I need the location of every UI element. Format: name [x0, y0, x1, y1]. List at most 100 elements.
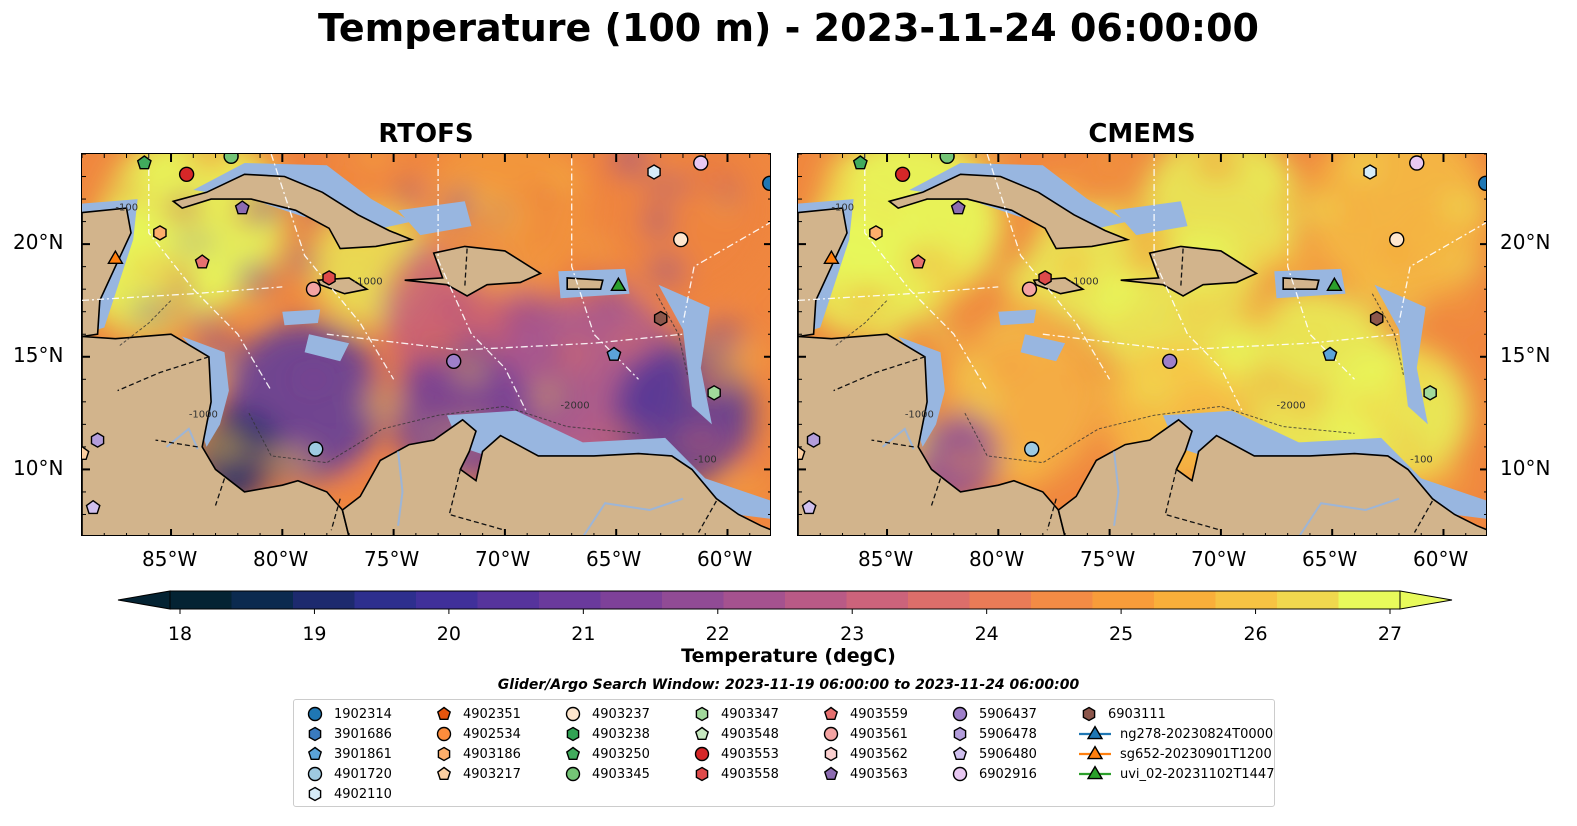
lon-label-85w-rtofs: 85°W	[142, 547, 198, 571]
colorbar-tick-label: 26	[1243, 623, 1267, 644]
legend-marker-icon	[307, 706, 323, 722]
legend-item-label: 6903111	[1108, 706, 1166, 722]
colorbar-tick-label: 23	[840, 623, 864, 644]
legend-item-label: 3901861	[334, 746, 392, 762]
colorbar-segment	[1154, 591, 1217, 609]
legend-item-label: 3901686	[334, 726, 392, 742]
colorbar-segment	[662, 591, 725, 609]
legend-marker-icon	[436, 766, 452, 781]
legend-marker-icon	[952, 766, 968, 782]
legend-item: 4903548	[691, 724, 779, 744]
colorbar-tick-label: 24	[975, 623, 999, 644]
obs-marker-4903553	[178, 166, 195, 182]
lat-label-15n-left: 15°N	[13, 343, 64, 367]
legend-item-label: uvi_02-20231102T1447	[1120, 766, 1275, 782]
legend-item: 4903553	[691, 744, 779, 764]
obs-marker-4901720	[308, 441, 324, 457]
colorbar-segment	[969, 591, 1032, 609]
obs-marker-sg652-20230901T1200	[107, 249, 124, 265]
colorbar: 18 19 20 21 22 23 24 25 26 27	[117, 590, 1453, 644]
obs-marker-5906480	[85, 499, 101, 515]
legend-marker-icon	[565, 766, 581, 782]
legend-marker-icon	[952, 706, 968, 722]
obs-marker-3901861	[1322, 346, 1338, 361]
obs-marker-4903345	[939, 154, 955, 164]
obs-marker-4903561	[1021, 281, 1038, 297]
lon-label-75w-cmems: 75°W	[1080, 547, 1136, 571]
obs-marker-4903237	[1389, 231, 1405, 248]
colorbar-tick-label: 20	[437, 623, 461, 644]
lat-label-15n-right: 15°N	[1500, 343, 1551, 367]
obs-marker-4903563	[234, 200, 250, 215]
legend-marker-icon	[436, 726, 452, 742]
lon-label-70w-cmems: 70°W	[1191, 547, 1247, 571]
obs-marker-4903186	[869, 225, 883, 241]
legend-marker-icon	[1079, 765, 1111, 780]
obs-marker-6903111	[653, 310, 668, 327]
legend-item: 6902916	[949, 764, 1037, 784]
colorbar-segment	[354, 591, 417, 609]
svg-text:-100: -100	[831, 202, 854, 213]
lon-label-60w-rtofs: 60°W	[697, 547, 753, 571]
svg-text:-1000: -1000	[1070, 277, 1099, 288]
lon-label-80w-cmems: 80°W	[969, 547, 1025, 571]
legend-item-label: 6902916	[979, 766, 1037, 782]
legend-item: 4902110	[304, 784, 392, 804]
legend-item: 4903345	[562, 764, 650, 784]
obs-marker-5906437	[446, 353, 462, 369]
obs-marker-4901720	[1024, 441, 1040, 457]
colorbar-segment	[231, 591, 294, 609]
lat-label-10n-left: 10°N	[13, 456, 64, 480]
legend-item-label: 5906437	[979, 706, 1037, 722]
legend-item: 4903559	[820, 704, 908, 724]
legend-item: 4903347	[691, 704, 779, 724]
obs-marker-4903558	[1038, 270, 1052, 286]
obs-marker-4902110	[1363, 164, 1377, 180]
legend-item: 4902534	[433, 724, 521, 744]
colorbar-segment	[846, 591, 909, 609]
obs-marker-sg652-20230901T1200	[823, 249, 840, 265]
legend-item: 4902351	[433, 704, 521, 724]
obs-marker-4903559	[910, 254, 926, 269]
legend-marker-icon	[952, 746, 968, 761]
obs-marker-3901861	[606, 346, 622, 361]
legend-marker-icon	[695, 766, 709, 782]
legend-marker-icon	[565, 746, 581, 761]
legend-marker-icon	[308, 786, 322, 802]
legend-marker-icon	[823, 726, 839, 742]
lon-label-65w-cmems: 65°W	[1302, 547, 1358, 571]
obs-marker-5906478	[806, 432, 821, 448]
legend-item-label: sg652-20230901T1200	[1120, 746, 1272, 762]
colorbar-segment	[539, 591, 602, 609]
colorbar-tick-label: 21	[571, 623, 595, 644]
legend-item: 4903562	[820, 744, 908, 764]
search-window-text: Glider/Argo Search Window: 2023-11-19 06…	[497, 677, 1080, 693]
legend-marker-icon	[694, 726, 710, 741]
main-title: Temperature (100 m) - 2023-11-24 06:00:0…	[317, 6, 1259, 50]
colorbar-tick-label: 27	[1378, 623, 1402, 644]
svg-text:-1000: -1000	[189, 410, 218, 421]
map-rtofs: -1000 -1000 -2000 -100 -100	[81, 153, 771, 536]
lon-label-85w-cmems: 85°W	[858, 547, 914, 571]
legend-marker-icon	[307, 766, 323, 782]
obs-marker-4903559	[194, 254, 210, 269]
legend-item-label: 4902110	[334, 786, 392, 802]
colorbar-tick-label: 22	[706, 623, 730, 644]
legend-item-label: ng278-20230824T0000	[1120, 726, 1274, 742]
legend-marker-icon	[566, 726, 580, 742]
obs-marker-4903563	[950, 200, 966, 215]
legend-marker-icon	[308, 726, 322, 742]
obs-marker-5906478	[90, 432, 105, 448]
colorbar-segment	[1092, 591, 1155, 609]
svg-text:-100: -100	[694, 455, 717, 466]
legend: 1902314 3901686 3901861 4901720 4902110 49023…	[293, 699, 1275, 807]
colorbar-segment	[908, 591, 971, 609]
legend-item-label: 4903237	[592, 706, 650, 722]
legend-marker-icon	[1079, 745, 1111, 760]
legend-marker-icon	[1082, 706, 1096, 722]
colorbar-segment	[477, 591, 540, 609]
legend-item: 3901686	[304, 724, 392, 744]
legend-item: 5906480	[949, 744, 1037, 764]
legend-marker-icon	[437, 746, 451, 762]
colorbar-segment	[1277, 591, 1340, 609]
